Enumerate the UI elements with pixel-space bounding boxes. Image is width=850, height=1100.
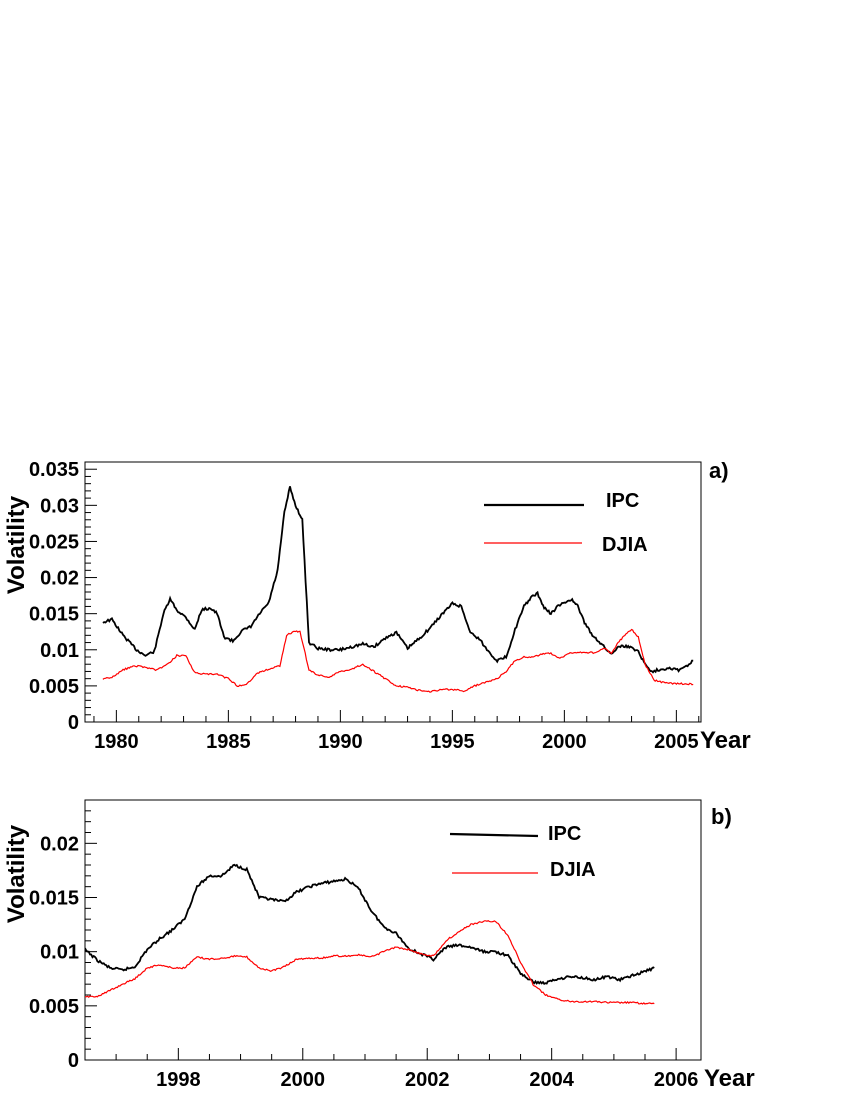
x-tick-label: 1990 (318, 731, 363, 753)
y-axis-title: Volatility (3, 824, 30, 923)
x-axis-title: Year (700, 727, 751, 754)
chart-panel-a: 0 0.005 0.01 0.015 0.02 0.025 0.03 0.035 1980 198… (3, 458, 751, 754)
x-tick-label: 2000 (281, 1069, 326, 1091)
x-tick-label: 2000 (542, 731, 587, 753)
y-tick-label: 0.03 (40, 495, 79, 517)
y-tick-label: 0.015 (29, 888, 79, 910)
chart-panel-b: 0 0.005 0.01 0.015 0.02 1998 2000 2002 2004 2006 V… (3, 799, 755, 1092)
x-tick-label: 2002 (405, 1069, 450, 1091)
x-tick-label: 1998 (156, 1069, 201, 1091)
x-tick-label: 2006 (654, 1069, 699, 1091)
x-tick-label: 2005 (654, 731, 699, 753)
series-line-ipc (85, 863, 655, 985)
panel-label: b) (711, 804, 732, 829)
y-tick-label: 0.005 (29, 996, 79, 1018)
x-tick-label: 1995 (430, 731, 475, 753)
panel-label: a) (709, 458, 729, 483)
y-tick-label: 0 (68, 712, 79, 734)
legend-label-djia: DJIA (602, 534, 648, 556)
x-tick-label: 1980 (94, 731, 139, 753)
y-tick-label: 0.01 (40, 640, 79, 662)
plot-frame (84, 799, 702, 1061)
x-tick-label: 1985 (206, 731, 251, 753)
legend-swatch-ipc (449, 832, 539, 838)
series-line-ipc (102, 486, 694, 674)
series-line-djia (85, 920, 655, 1005)
y-tick-label: 0.015 (29, 604, 79, 626)
legend-label-ipc: IPC (606, 490, 639, 512)
y-tick-label: 0.02 (40, 833, 79, 855)
y-tick-label: 0 (68, 1050, 79, 1072)
y-tick-label: 0.005 (29, 676, 79, 698)
legend-label-djia: DJIA (550, 859, 596, 881)
y-tick-label: 0.02 (40, 568, 79, 590)
y-tick-label: 0.035 (29, 459, 79, 481)
series-line-djia (102, 628, 694, 693)
x-tick-label: 2004 (529, 1069, 574, 1091)
x-axis-title: Year (704, 1065, 755, 1092)
y-axis-title: Volatility (3, 495, 30, 594)
y-tick-label: 0.01 (40, 942, 79, 964)
legend-label-ipc: IPC (548, 823, 581, 845)
y-tick-label: 0.025 (29, 531, 79, 553)
